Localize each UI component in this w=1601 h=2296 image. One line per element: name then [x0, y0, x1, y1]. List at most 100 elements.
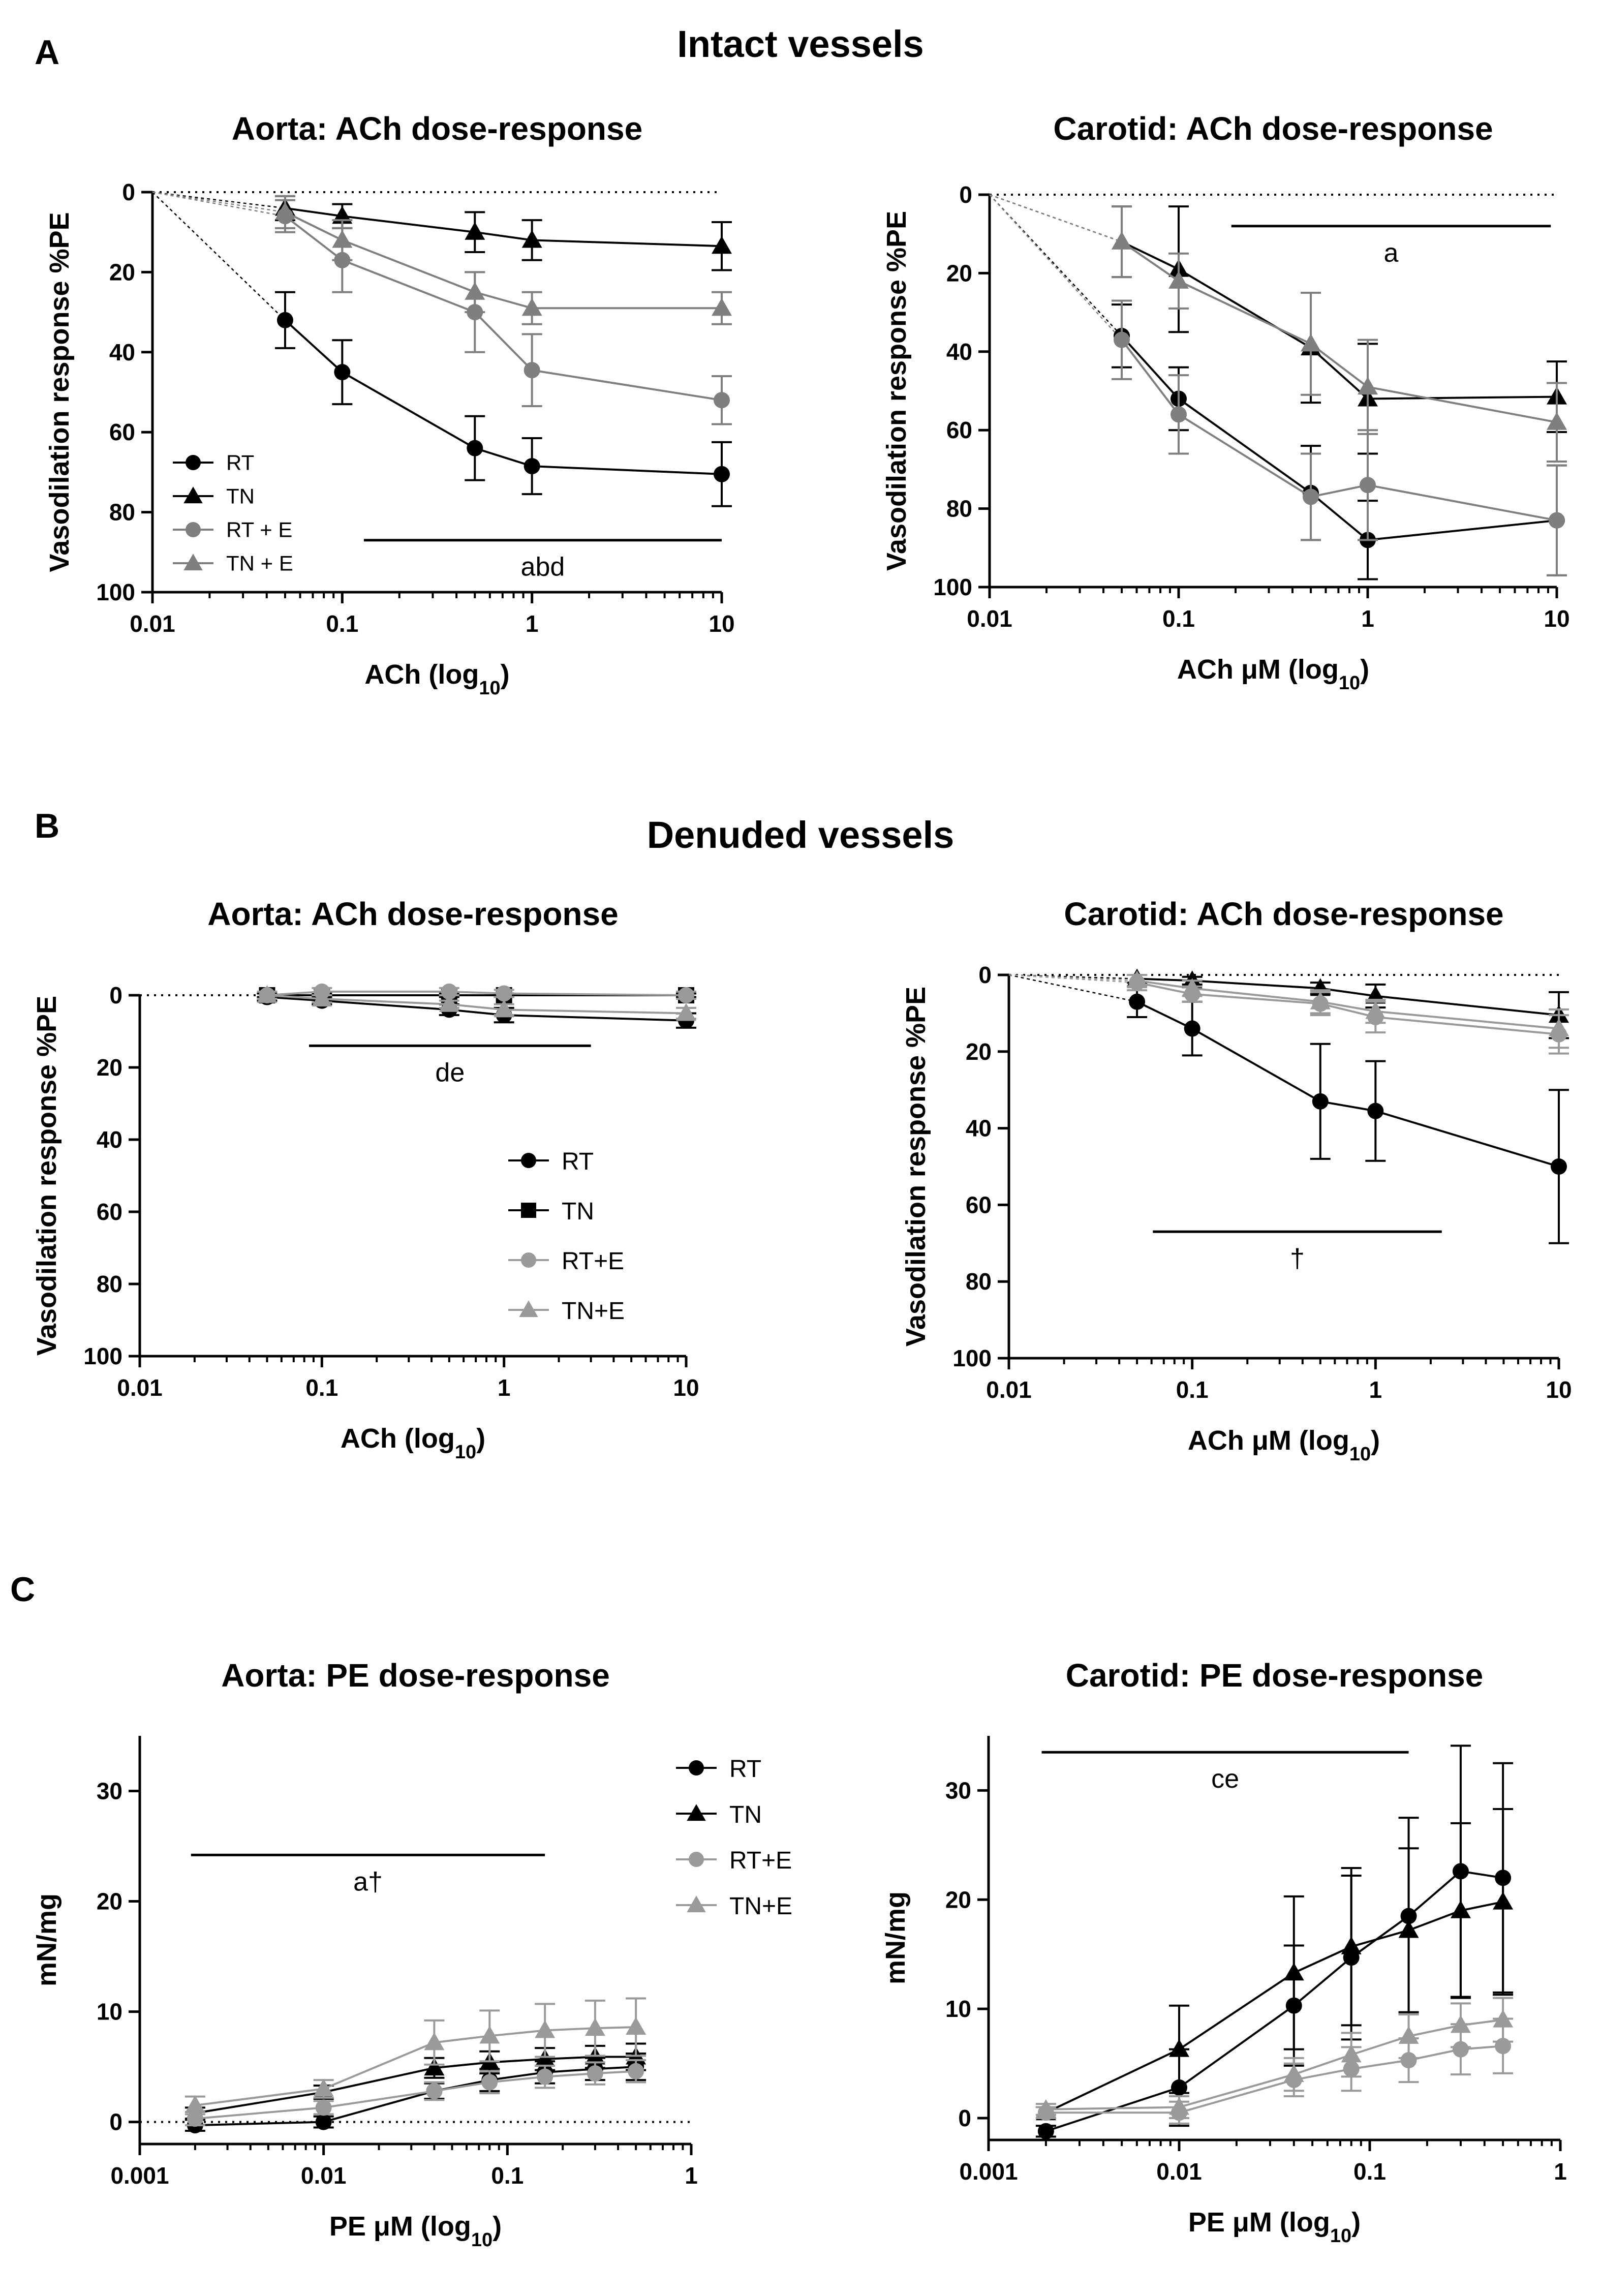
y-tick-label: 80	[946, 496, 972, 522]
data-point	[424, 2032, 445, 2050]
data-point	[1398, 1920, 1419, 1938]
y-tick-label: 100	[96, 579, 135, 605]
y-tick-label: 20	[109, 259, 135, 285]
data-point	[521, 230, 542, 248]
data-point	[1184, 1020, 1200, 1037]
origin-connector	[989, 194, 1122, 242]
data-point	[1312, 1093, 1329, 1110]
x-tick-label: 0.1	[491, 2162, 524, 2189]
y-axis-label: mN/mg	[880, 1891, 911, 1984]
data-point	[1169, 2097, 1189, 2115]
y-tick-label: 60	[109, 419, 135, 445]
chart-carotid-ach-intact: Carotid: ACh dose-response Vasodilation r…	[881, 110, 1570, 694]
data-point	[426, 2083, 443, 2099]
legend-marker	[186, 455, 201, 470]
x-tick-label: 1	[498, 1374, 511, 1401]
chart-title: Carotid: ACh dose-response	[1064, 896, 1503, 932]
y-axis-label: mN/mg	[32, 1893, 62, 1986]
y-tick-label: 60	[966, 1191, 992, 1218]
y-tick-label: 0	[978, 962, 992, 988]
y-tick-label: 20	[966, 1038, 992, 1065]
panel-a-letter: A	[35, 33, 59, 72]
data-point	[481, 2074, 498, 2091]
series-tn-e	[1035, 1997, 1514, 2120]
x-tick-label: 0.01	[967, 605, 1012, 632]
data-point	[676, 1003, 696, 1021]
data-point	[1171, 406, 1187, 423]
y-axis-label: Vasodilation response %PE	[32, 996, 62, 1356]
series-line	[195, 2056, 636, 2115]
data-point	[587, 2065, 603, 2082]
data-point	[467, 440, 483, 456]
y-axis-label: Vasodilation response %PE	[901, 987, 931, 1346]
legend-label: RT	[562, 1148, 594, 1175]
panel-b-letter: B	[35, 807, 59, 845]
data-point	[1129, 993, 1146, 1010]
legend-label: RT + E	[226, 517, 292, 541]
x-tick-label: 1	[685, 2162, 698, 2189]
data-point	[1035, 2099, 1056, 2117]
x-tick-label: 1	[1554, 2158, 1567, 2185]
y-tick-label: 30	[97, 1778, 122, 1804]
data-point	[1358, 377, 1378, 395]
y-tick-label: 100	[933, 574, 972, 600]
y-tick-label: 40	[109, 339, 135, 365]
data-point	[1169, 2039, 1189, 2057]
x-tick-label: 0.1	[1353, 2158, 1386, 2185]
data-point	[1551, 1158, 1567, 1175]
legend-marker	[687, 1895, 706, 1913]
y-tick-label: 60	[97, 1199, 122, 1225]
data-point	[441, 983, 457, 1000]
legend-marker	[521, 1153, 536, 1168]
data-point	[1182, 978, 1203, 996]
y-tick-label: 0	[122, 179, 135, 205]
y-tick-label: 40	[946, 339, 972, 365]
y-tick-label: 20	[946, 260, 972, 286]
panel-a-title: Intact vessels	[677, 23, 923, 65]
legend-label: RT+E	[562, 1248, 624, 1275]
data-point	[465, 282, 485, 300]
data-point	[628, 2063, 644, 2079]
data-point	[1450, 2015, 1471, 2033]
x-axis-label: PE μM (log10)	[1188, 2207, 1361, 2247]
data-point	[1283, 1963, 1304, 1981]
data-point	[1547, 412, 1567, 430]
series-line	[1045, 1870, 1503, 2132]
legend-label: TN+E	[562, 1298, 625, 1325]
x-tick-label: 0.1	[305, 1374, 338, 1401]
data-point	[1367, 1103, 1384, 1119]
data-point	[521, 298, 542, 316]
x-tick-label: 0.01	[301, 2162, 347, 2189]
data-point	[334, 364, 351, 381]
data-point	[257, 985, 278, 1003]
legend-marker	[689, 1852, 704, 1867]
data-point	[1303, 488, 1319, 505]
origin-connector	[152, 191, 286, 217]
data-point	[1037, 2123, 1054, 2139]
y-tick-label: 0	[959, 181, 972, 208]
y-tick-label: 100	[952, 1345, 992, 1371]
x-tick-label: 0.1	[1176, 1376, 1209, 1403]
data-point	[1301, 333, 1321, 352]
data-point	[424, 2058, 445, 2076]
data-point	[1360, 477, 1376, 494]
data-point	[1549, 1018, 1569, 1036]
chart-title: Aorta: PE dose-response	[221, 1657, 610, 1694]
legend-marker	[183, 486, 203, 504]
data-point	[714, 466, 730, 482]
x-tick-label: 0.01	[117, 1374, 163, 1401]
significance-label: ce	[1211, 1764, 1239, 1794]
y-axis-label: Vasodilation response %PE	[44, 212, 75, 572]
significance-label: abd	[521, 553, 565, 582]
data-point	[313, 2078, 334, 2097]
series-tn-e	[152, 191, 732, 325]
data-point	[1283, 2064, 1304, 2083]
data-point	[1168, 270, 1189, 289]
data-point	[1114, 331, 1130, 348]
series-tn-e	[257, 985, 696, 1021]
data-point	[1400, 2052, 1417, 2069]
series-tn	[184, 2042, 646, 2121]
y-axis-label: Vasodilation response %PE	[881, 211, 912, 571]
x-axis-label: PE μM (log10)	[329, 2211, 502, 2251]
